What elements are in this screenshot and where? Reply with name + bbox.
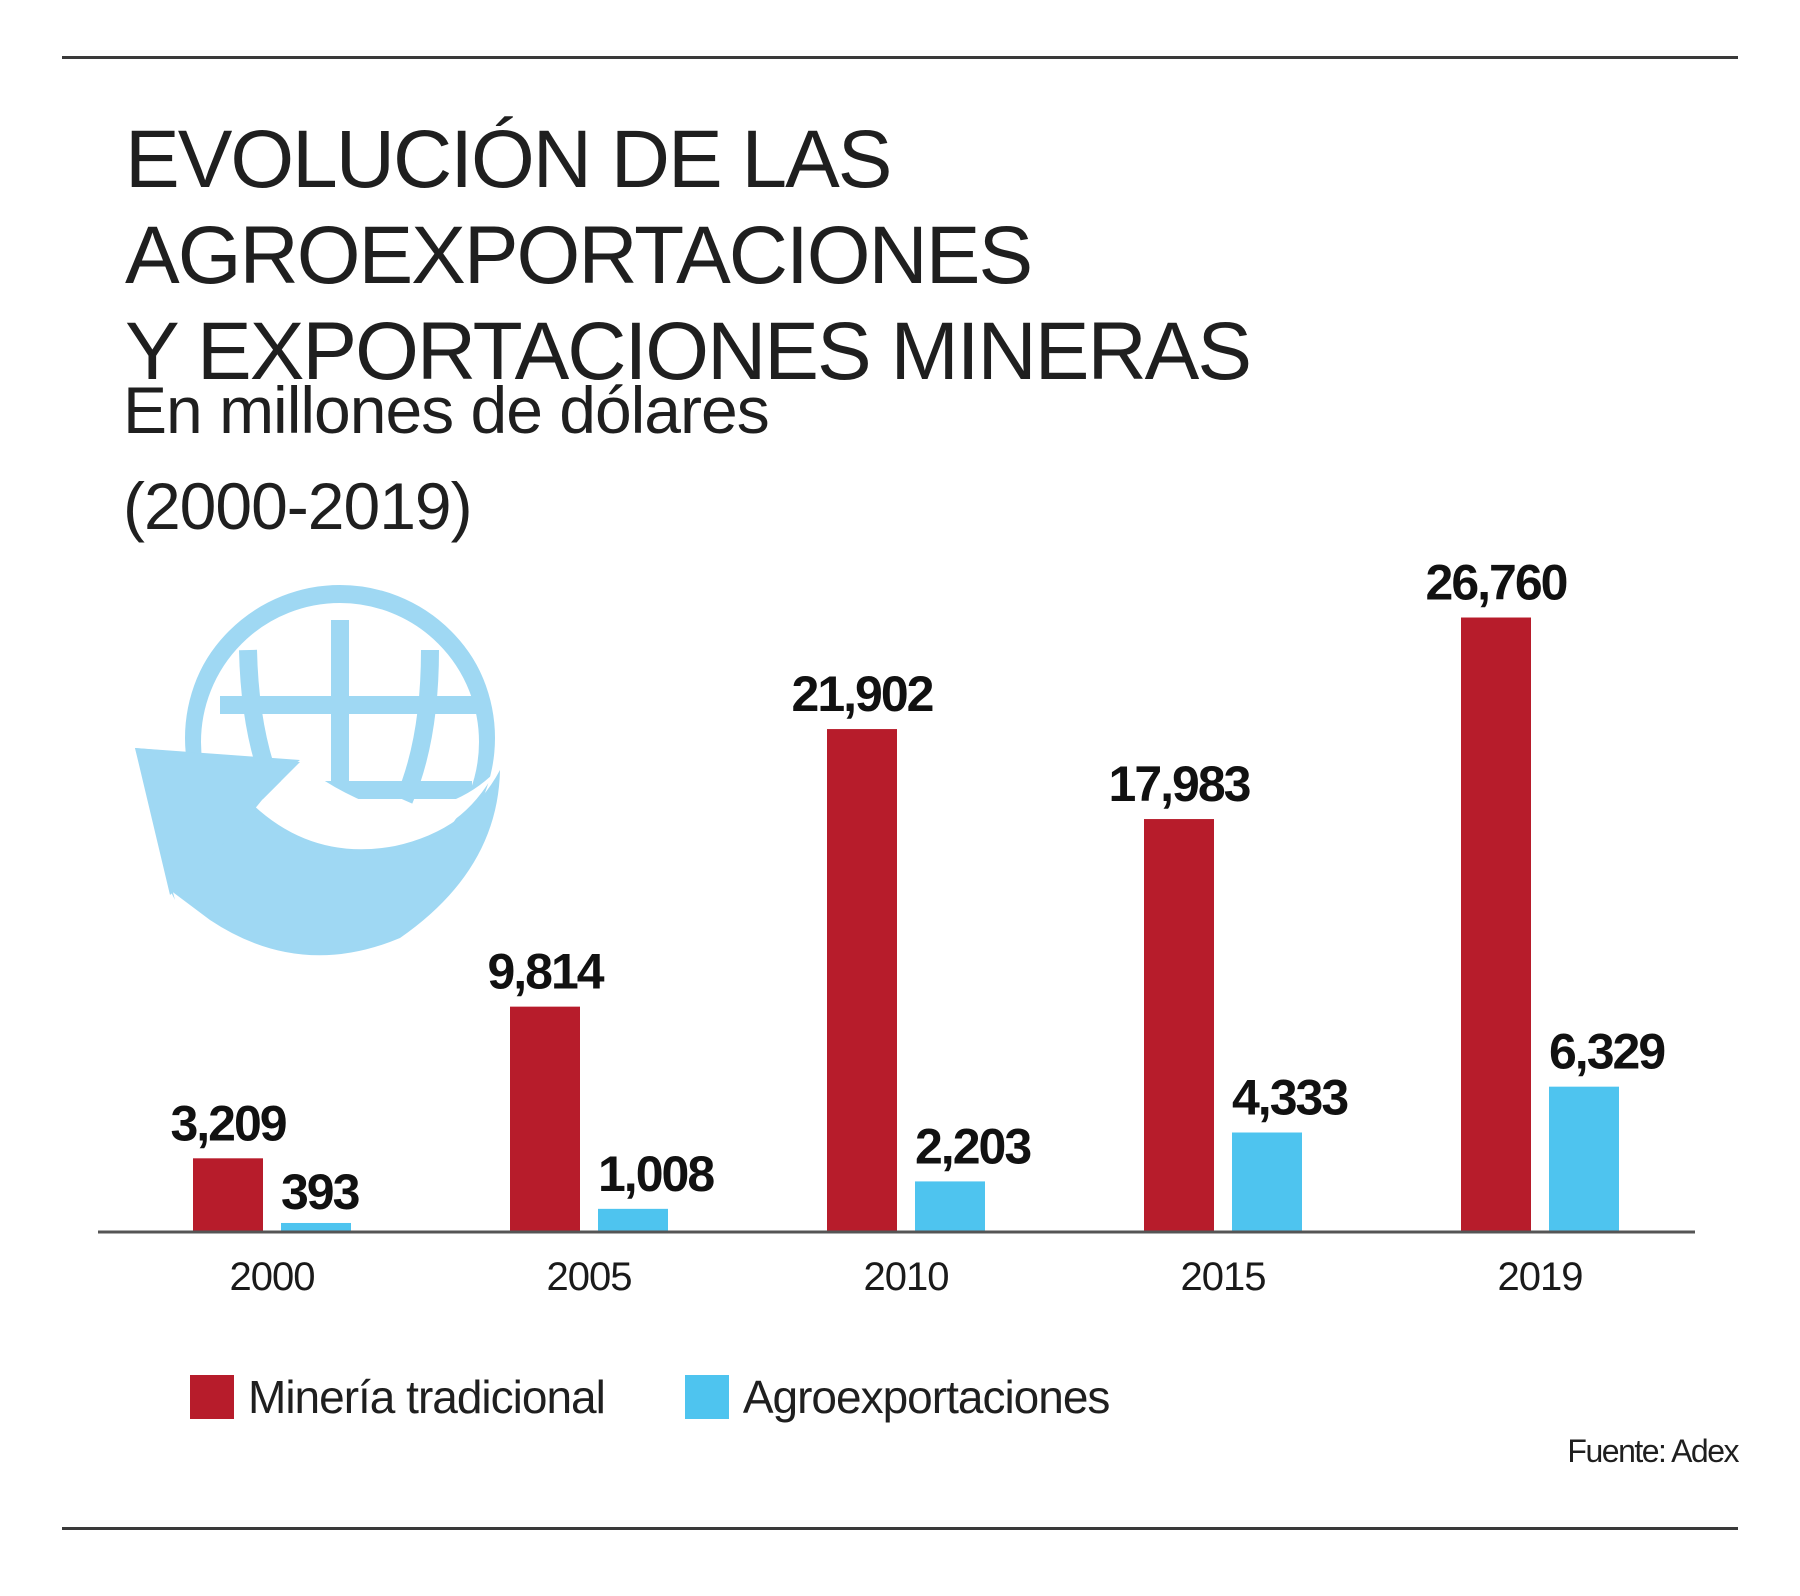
- value-label-mineria-2000: 3,209: [170, 1095, 285, 1151]
- title-line-1: EVOLUCIÓN DE LAS AGROEXPORTACIONES: [125, 114, 1033, 301]
- bars-layer: [193, 617, 1619, 1232]
- x-tick-label-2010: 2010: [864, 1255, 949, 1299]
- legend-label-agro: Agroexportaciones: [742, 1371, 1111, 1423]
- value-label-agro-2000: 393: [281, 1164, 359, 1220]
- chart-subtitle: En millones de dólares (2000-2019): [123, 362, 770, 554]
- bar-mineria-2015: [1144, 819, 1214, 1232]
- legend-swatch-mineria: [190, 1375, 234, 1419]
- x-tick-label-2000: 2000: [230, 1255, 315, 1299]
- title-line-2: Y EXPORTACIONES MINERAS: [125, 306, 1252, 397]
- top-divider: [62, 56, 1738, 59]
- bar-mineria-2019: [1461, 617, 1531, 1232]
- bar-agro-2010: [915, 1181, 985, 1232]
- bar-mineria-2010: [827, 729, 897, 1232]
- x-tick-label-2005: 2005: [547, 1255, 632, 1299]
- value-label-agro-2015: 4,333: [1232, 1070, 1347, 1126]
- bottom-divider: [62, 1527, 1738, 1530]
- value-label-agro-2019: 6,329: [1549, 1024, 1664, 1080]
- value-label-agro-2005: 1,008: [598, 1146, 714, 1202]
- subtitle-line-1: En millones de dólares: [123, 373, 770, 447]
- globe-with-circular-arrow-icon: [135, 585, 500, 956]
- value-label-mineria-2010: 21,902: [792, 666, 933, 722]
- value-label-mineria-2005: 9,814: [487, 944, 604, 1000]
- legend-swatch-agro: [684, 1375, 729, 1419]
- legend-label-mineria: Minería tradicional: [248, 1371, 606, 1423]
- bar-agro-2015: [1232, 1132, 1302, 1232]
- x-axis: 2000 2005 2010 2015 2019: [98, 1230, 1695, 1299]
- source-note: Fuente: Adex: [1567, 1433, 1739, 1469]
- value-label-mineria-2015: 17,983: [1109, 756, 1250, 812]
- chart-title: EVOLUCIÓN DE LAS AGROEXPORTACIONES Y EXP…: [125, 112, 1725, 400]
- bar-agro-2000: [281, 1222, 351, 1232]
- bar-agro-2005: [598, 1208, 668, 1232]
- subtitle-line-2: (2000-2019): [123, 469, 473, 543]
- bar-mineria-2005: [510, 1006, 580, 1232]
- bar-agro-2019: [1549, 1086, 1619, 1232]
- value-label-mineria-2019: 26,760: [1426, 555, 1567, 611]
- legend-item-mineria: Minería tradicional: [190, 1370, 606, 1424]
- x-tick-label-2015: 2015: [1181, 1255, 1266, 1299]
- value-labels-layer: 3,209 393 9,814 1,008 21,902 2,203 17,983 4,333…: [170, 555, 1666, 1220]
- x-tick-label-2019: 2019: [1498, 1255, 1583, 1299]
- legend: Minería tradicional Agroexportaciones: [190, 1370, 1189, 1424]
- legend-item-agro: Agroexportaciones: [684, 1370, 1111, 1424]
- value-label-agro-2010: 2,203: [915, 1118, 1030, 1174]
- bar-mineria-2000: [193, 1158, 263, 1232]
